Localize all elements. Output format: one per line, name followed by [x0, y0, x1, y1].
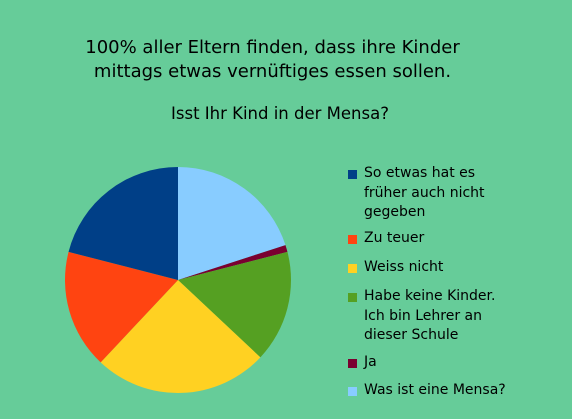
legend-label: Weiss nicht — [364, 259, 444, 275]
legend-item-ja: Ja — [348, 353, 568, 381]
legend-swatch — [348, 359, 357, 368]
legend-item-habe-keine-kinder: Habe keine Kinder. Ich bin Lehrer an die… — [348, 287, 568, 353]
legend-label: So etwas hat es früher auch nicht gegebe… — [364, 165, 485, 220]
legend-swatch — [348, 235, 357, 244]
chart-title-line-1: 100% aller Eltern finden, dass ihre Kind… — [85, 37, 460, 58]
pie-slice-3 — [178, 251, 291, 358]
legend-label: Ja — [364, 354, 377, 370]
legend-swatch — [348, 170, 357, 179]
pie-slice-5 — [178, 167, 286, 280]
legend-item-weiss-nicht: Weiss nicht — [348, 258, 568, 287]
legend-label: Habe keine Kinder. Ich bin Lehrer an die… — [364, 288, 496, 343]
legend-swatch — [348, 264, 357, 273]
chart-subtitle: Isst Ihr Kind in der Mensa? — [171, 104, 389, 123]
legend-item-so-etwas: So etwas hat es früher auch nicht gegebe… — [348, 164, 568, 229]
chart-title-line-2: mittags etwas vernüftiges essen sollen. — [93, 61, 452, 82]
pie-slice-2 — [100, 280, 261, 393]
chart-legend: So etwas hat es früher auch nicht gegebe… — [348, 164, 568, 409]
pie-slice-4 — [178, 245, 288, 280]
legend-label: Zu teuer — [364, 230, 425, 246]
pie-slice-1 — [65, 251, 178, 363]
legend-item-was-ist-eine-mensa: Was ist eine Mensa? — [348, 381, 568, 409]
legend-swatch — [348, 293, 357, 302]
legend-swatch — [348, 387, 357, 396]
legend-label: Was ist eine Mensa? — [364, 382, 506, 398]
legend-item-zu-teuer: Zu teuer — [348, 229, 568, 258]
pie-slice-0 — [68, 167, 178, 280]
